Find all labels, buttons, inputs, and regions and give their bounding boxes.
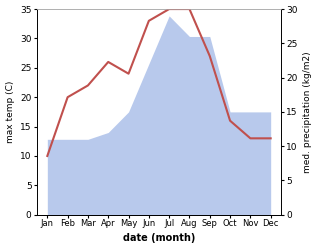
X-axis label: date (month): date (month) [123, 234, 195, 244]
Y-axis label: med. precipitation (kg/m2): med. precipitation (kg/m2) [303, 51, 313, 173]
Y-axis label: max temp (C): max temp (C) [5, 81, 15, 143]
